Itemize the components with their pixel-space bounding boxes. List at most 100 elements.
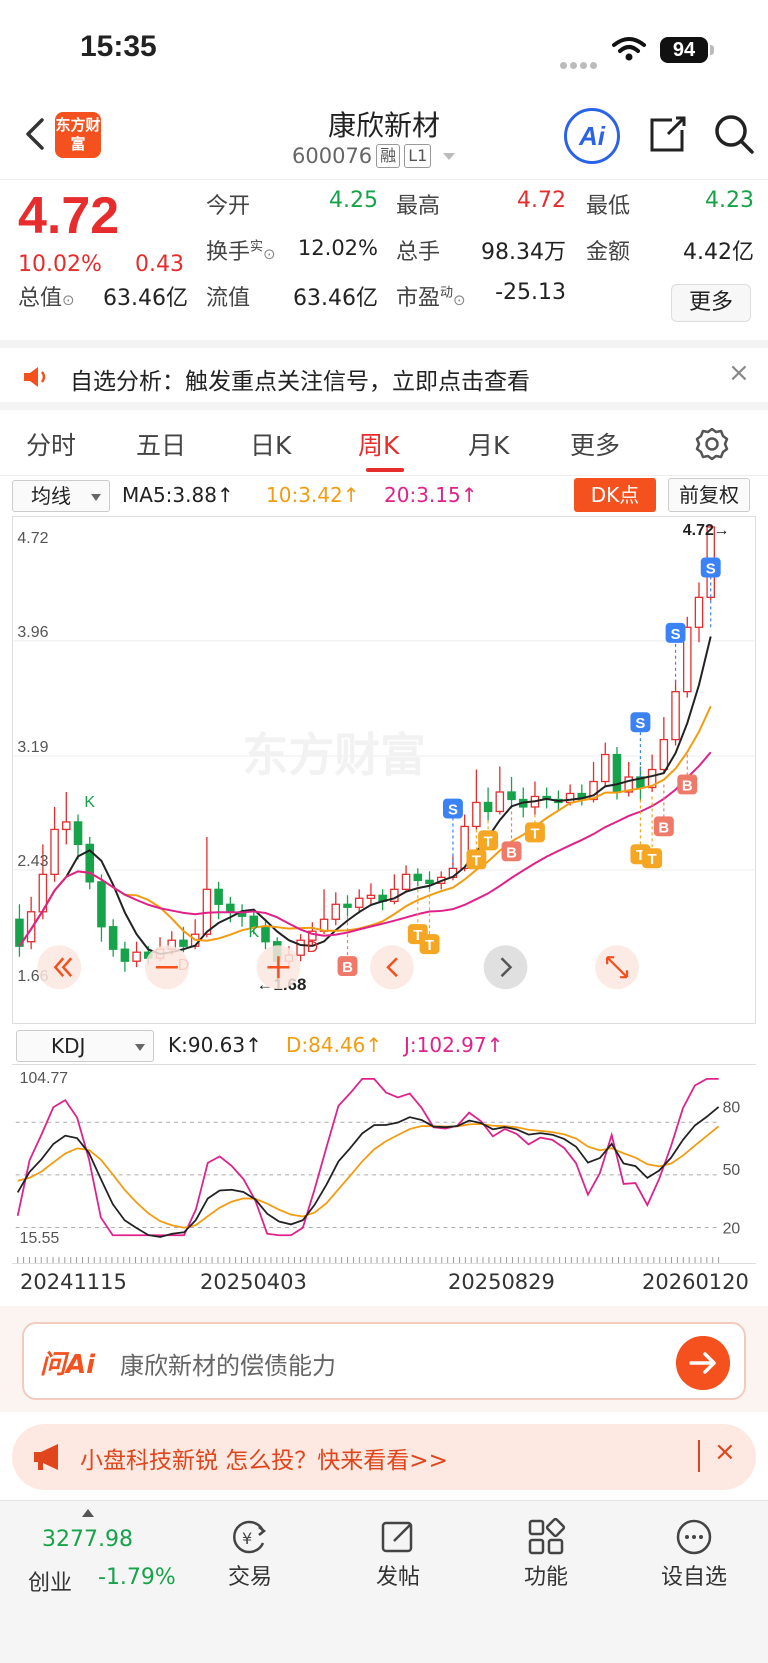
more-quote-button[interactable]: 更多 (671, 284, 751, 322)
back-arrow-icon[interactable] (18, 114, 54, 154)
date-tick: 20250403 (200, 1270, 307, 1294)
close-icon[interactable]: × (728, 358, 750, 388)
signal-badge (665, 622, 686, 643)
alert-banner[interactable]: 自选分析：触发重点关注信号，立即点击查看 × (0, 340, 768, 410)
search-icon[interactable] (712, 112, 756, 156)
candle-body (682, 626, 692, 693)
y-axis-label: 3.19 (17, 739, 48, 756)
gear-icon[interactable] (694, 426, 730, 462)
index-value: 3277.98 (42, 1527, 133, 1552)
candle-body (50, 828, 59, 875)
zoom-out-button[interactable] (144, 945, 189, 990)
ma5-line (18, 636, 712, 955)
amount-label: 金额 (586, 240, 631, 265)
nav-trade[interactable]: ¥ 交易 (195, 1515, 305, 1591)
open-value: 4.25 (329, 188, 378, 213)
signal-badge (525, 822, 545, 843)
expand-arrow-icon (82, 1509, 94, 1517)
tab-daily-k[interactable]: 日K (250, 431, 292, 460)
kdj-d-value: D:84.46↑ (286, 1033, 383, 1057)
signal-label: B (682, 777, 693, 794)
app-logo[interactable]: 东方财富 (55, 112, 101, 158)
wifi-icon (612, 37, 646, 61)
candle-body (612, 753, 622, 793)
low-value: 4.23 (705, 188, 754, 213)
signal-badge (478, 830, 499, 851)
volume-label: 总手 (396, 240, 441, 265)
change-percent: 10.02% (18, 252, 102, 277)
scroll-left-button[interactable] (370, 945, 414, 990)
kdj-bottom-label: 15.55 (20, 1230, 60, 1247)
kdj-j-value: J:102.97↑ (404, 1033, 504, 1057)
signal-label: T (636, 847, 645, 864)
kdj-chart[interactable]: 104.77 15.55 80 50 20 (12, 1064, 756, 1264)
last-price: 4.72 (18, 187, 120, 245)
ask-ai-input[interactable]: 问Ai 康欣新材的偿债能力 (22, 1322, 746, 1400)
mktcap-value: 63.46亿 (103, 286, 188, 311)
signal-label: T (413, 927, 422, 944)
high-value: 4.72 (517, 188, 566, 213)
zoom-in-button[interactable] (256, 945, 301, 990)
date-axis: 20241115 20250403 20250829 20260120 (0, 1262, 768, 1304)
candle-body (97, 881, 106, 928)
kdj-select[interactable]: KDJ (16, 1030, 154, 1062)
index-change: -1.79% (98, 1565, 176, 1590)
turnover-label: 换手实⊙ (206, 239, 276, 265)
signal-badge (501, 841, 522, 862)
nav-functions[interactable]: 功能 (491, 1515, 601, 1591)
scroll-left-fast-button[interactable] (37, 945, 82, 990)
index-name: 创业 (28, 1571, 73, 1596)
tab-five-day[interactable]: 五日 (136, 431, 187, 460)
stock-code-row[interactable]: 600076 融 L1 (292, 144, 456, 168)
signal-icon (560, 54, 600, 73)
arrow-right-icon[interactable] (676, 1336, 730, 1390)
candle-body (73, 821, 83, 846)
nav-post[interactable]: 发帖 (343, 1515, 453, 1591)
candle-body (495, 791, 505, 813)
bottom-nav: 3277.98 创业 -1.79% ¥ 交易 发帖 功能 设自选 (0, 1500, 768, 1663)
close-icon[interactable]: × (714, 1437, 736, 1467)
signal-badge (700, 557, 721, 578)
promo-banner[interactable]: 小盘科技新锐 怎么投？快来看看>> × (12, 1424, 756, 1490)
tab-intraday[interactable]: 分时 (26, 431, 77, 460)
signal-badge (630, 712, 651, 733)
ma10-value: 10:3.42↑ (266, 483, 360, 507)
quote-panel: 4.72 10.02% 0.43 今开 4.25 最高 4.72 最低 4.23… (0, 182, 768, 337)
candle-body (589, 780, 598, 801)
ma20-value: 20:3.15↑ (384, 483, 478, 507)
ma-indicator-bar: 均线 MA5:3.88↑ 10:3.42↑ 20:3.15↑ DK点 前复权 (0, 478, 768, 516)
candle-body (261, 926, 270, 943)
candle-body (401, 873, 411, 890)
y-axis-label: 2.43 (17, 853, 48, 870)
indicator-select[interactable]: 均线 (12, 480, 110, 512)
nav-functions-label: 功能 (523, 1565, 568, 1590)
turnover-value: 12.02% (297, 236, 378, 260)
signal-badge (653, 816, 674, 837)
candle-body (600, 753, 610, 783)
tab-weekly-k[interactable]: 周K (358, 431, 400, 460)
fullscreen-button[interactable] (595, 945, 639, 990)
signal-badge (419, 934, 440, 955)
candle-body (331, 903, 341, 920)
candle-body (26, 911, 36, 943)
tab-more[interactable]: 更多 (570, 431, 621, 460)
candle-body (179, 939, 188, 947)
share-icon[interactable] (646, 112, 690, 156)
scroll-right-button[interactable] (483, 945, 528, 990)
tab-monthly-k[interactable]: 月K (468, 431, 510, 460)
kdj-indicator-bar: KDJ K:90.63↑ D:84.46↑ J:102.97↑ (0, 1028, 768, 1064)
signal-badge (677, 774, 698, 795)
signal-badge (642, 848, 663, 869)
margin-tag: 融 (376, 144, 401, 168)
stock-code: 600076 (292, 144, 373, 168)
promo-divider (698, 1440, 700, 1472)
date-tick: 20260120 (642, 1270, 749, 1294)
signal-label: T (472, 852, 481, 869)
dk-point-button[interactable]: DK点 (574, 478, 656, 512)
ai-assistant-icon[interactable]: Ai (564, 108, 620, 164)
adjust-mode-button[interactable]: 前复权 (668, 478, 750, 512)
ma20-line (18, 751, 712, 947)
candle-body (694, 596, 704, 628)
nav-add-watchlist[interactable]: 设自选 (639, 1515, 749, 1591)
